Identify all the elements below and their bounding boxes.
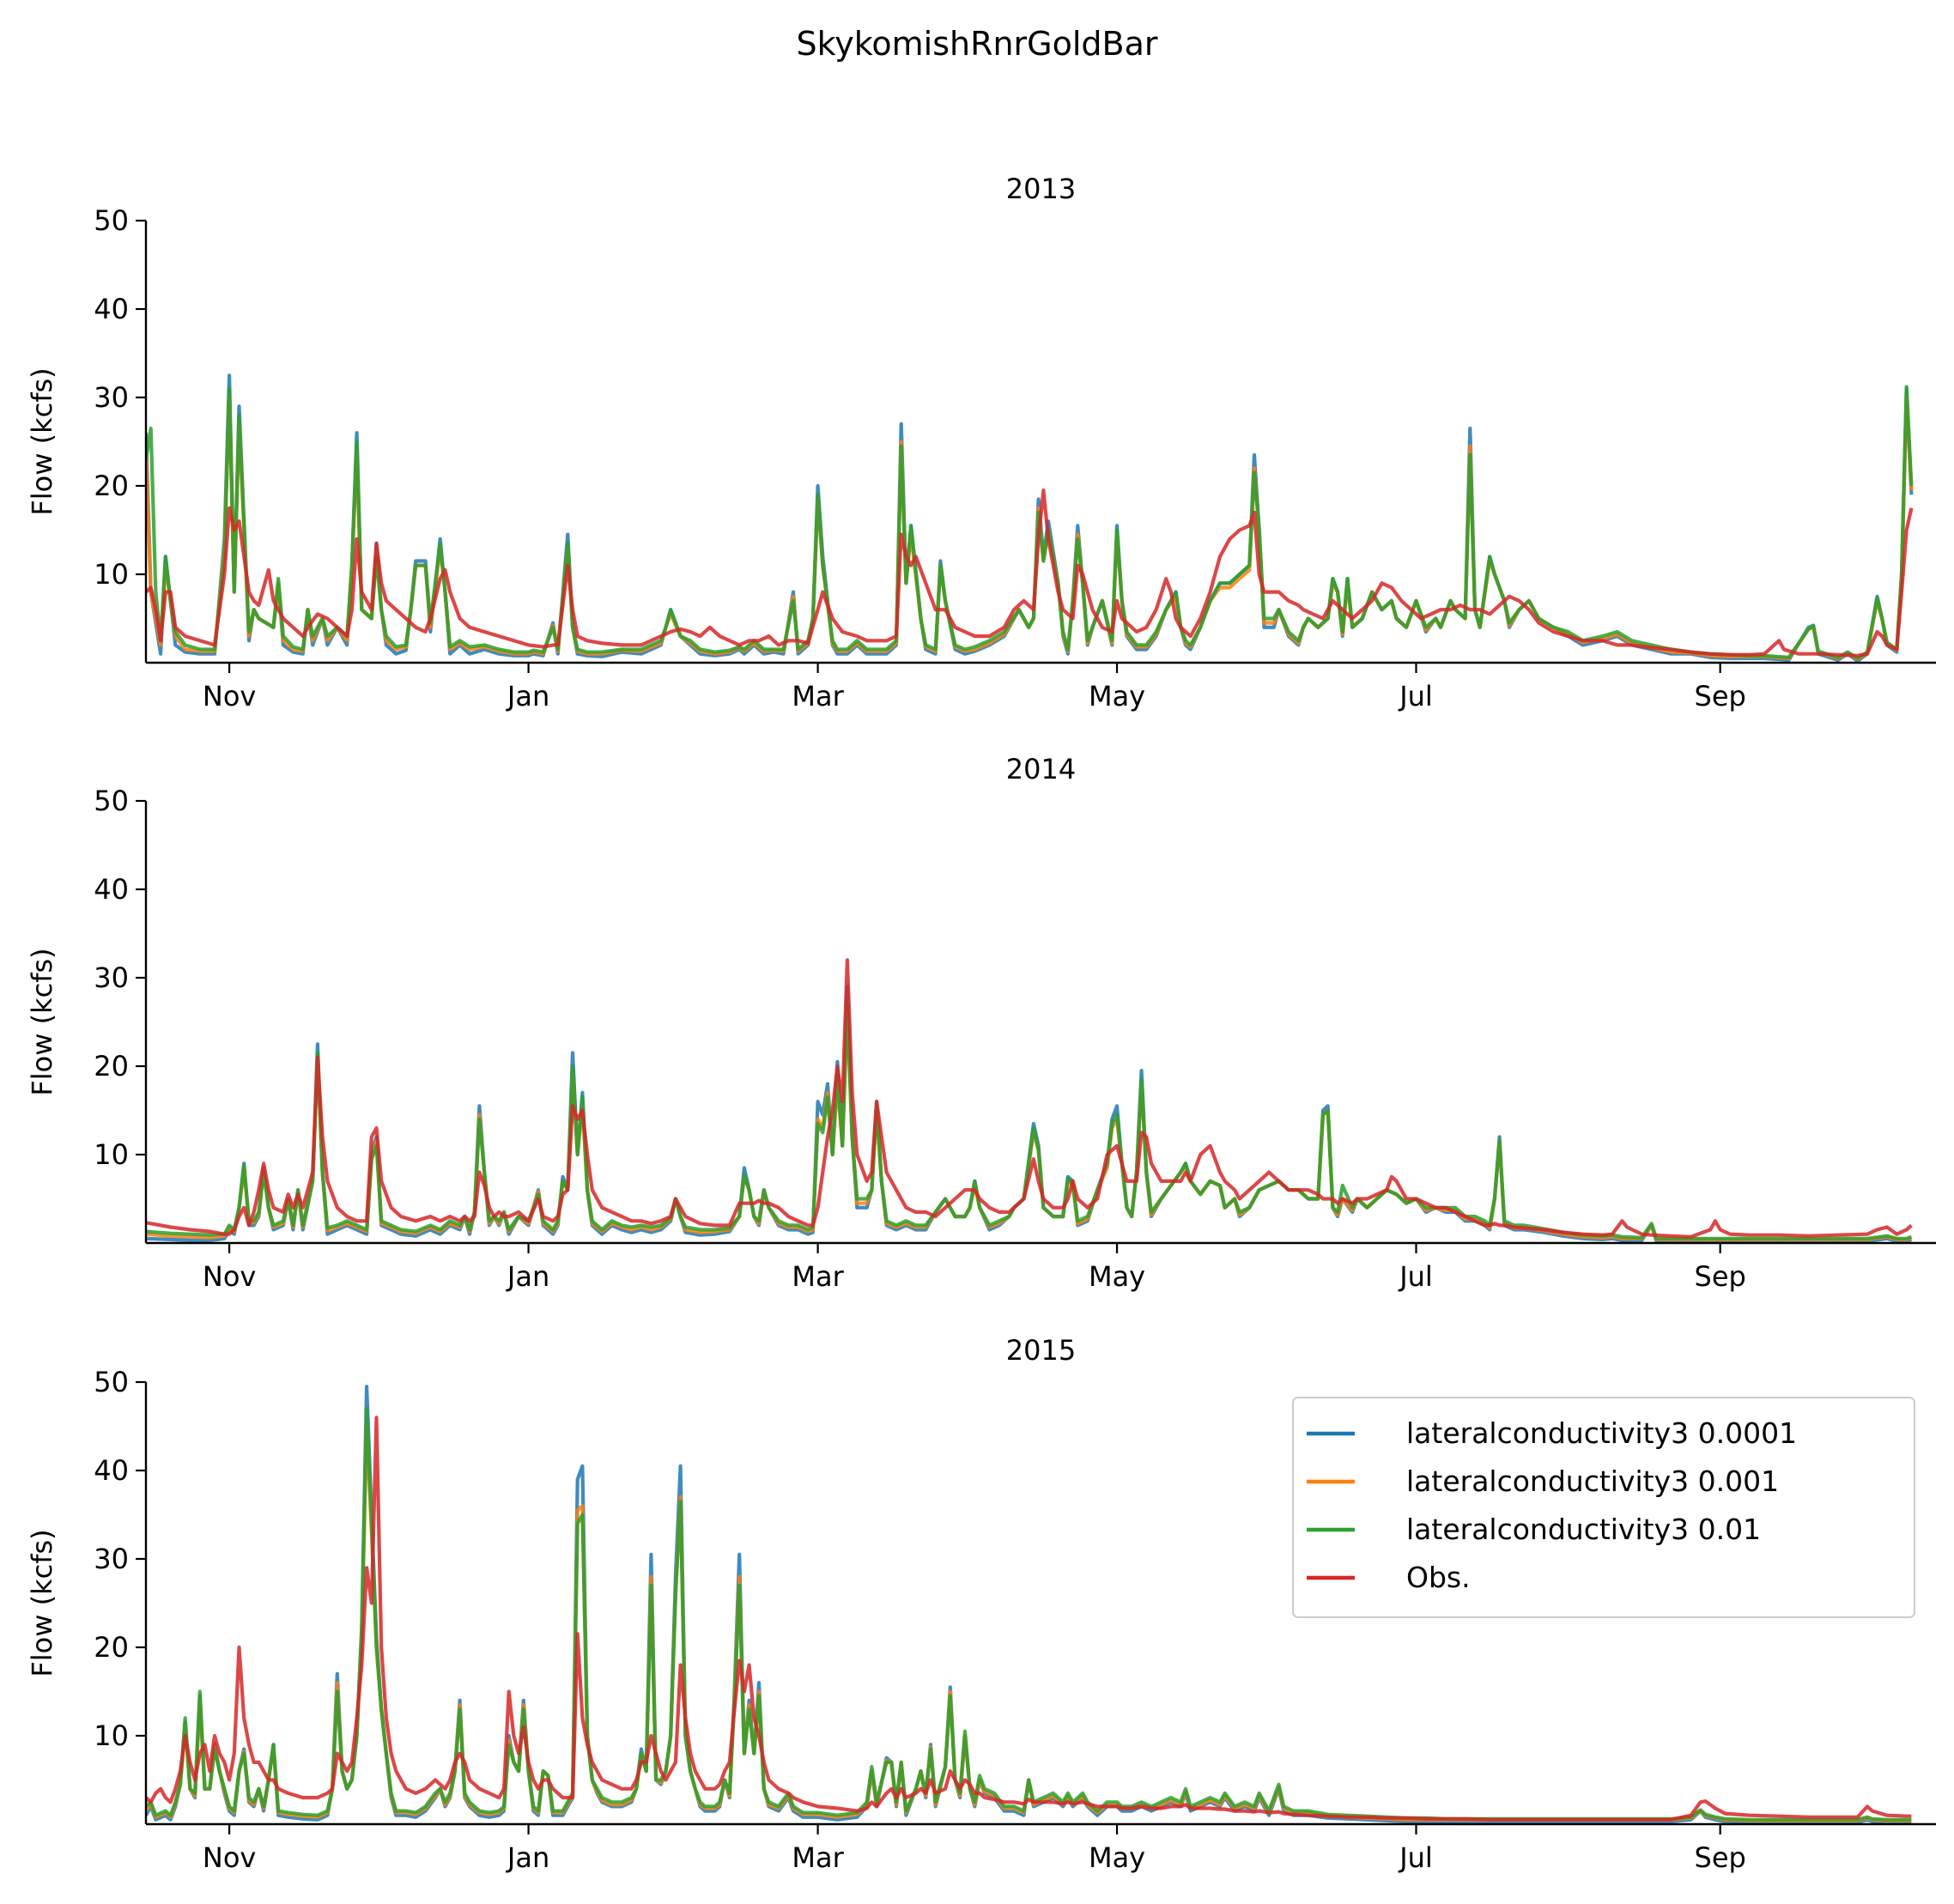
panels: 2013 Flow (kcfs) 10 20 30 40 50 Nov Jan Mar May Jul… [26,173,1936,1874]
y-axis-label: Flow (kcfs) [26,948,58,1095]
figure-suptitle: SkykomishRnrGoldBar [796,25,1157,63]
x-tick-label: May [1089,680,1145,712]
x-tick-label: Mar [792,1260,844,1293]
y-tick-label: 10 [94,558,129,591]
x-tick-label: May [1089,1260,1145,1293]
series-line-obs [146,958,1913,1239]
x-tick-label: Sep [1695,1260,1746,1293]
panel-title: 2014 [1006,753,1076,785]
y-tick-label: 50 [94,204,129,237]
x-tick-label: Jul [1398,1260,1433,1293]
legend: lateralconductivity3 0.0001 lateralconduc… [1292,1397,1915,1618]
y-tick-label: 40 [94,873,129,906]
x-tick-label: May [1089,1841,1145,1874]
x-tick-label: Sep [1695,1841,1746,1874]
y-tick-label: 10 [94,1138,129,1171]
series-lines [146,373,1914,663]
y-tick-label: 30 [94,381,129,414]
y-tick-label: 40 [94,1454,129,1487]
legend-entry-label: lateralconductivity3 0.01 [1406,1513,1761,1546]
x-tick-label: Jan [506,1841,549,1874]
x-tick-label: Nov [203,680,256,712]
y-axis-label: Flow (kcfs) [26,1529,58,1677]
y-tick-label: 20 [94,470,129,502]
x-tick-label: Jan [506,1260,549,1293]
legend-box [1292,1397,1915,1618]
legend-entry-label: lateralconductivity3 0.001 [1406,1464,1779,1498]
y-tick-label: 50 [94,1366,129,1398]
y-axis-label: Flow (kcfs) [26,367,58,515]
panel-2013: 2013 Flow (kcfs) 10 20 30 40 50 Nov Jan Mar May Jul… [26,173,1936,712]
x-tick-label: Sep [1695,680,1746,712]
y-tick-label: 40 [94,293,129,325]
series-line-obs [146,1416,1912,1822]
legend-entry-label: Obs. [1406,1561,1471,1594]
x-tick-label: Mar [792,1841,844,1874]
panel-title: 2013 [1006,173,1076,205]
series-lines [146,958,1913,1243]
x-tick-label: Mar [792,680,844,712]
panel-2014: 2014 Flow (kcfs) 10 20 30 40 50 Nov Jan Mar May Jul… [26,753,1936,1293]
series-line-obs [146,488,1914,658]
x-tick-label: Jan [506,680,549,712]
x-tick-label: Nov [203,1841,256,1874]
panel-title: 2015 [1006,1334,1076,1367]
y-tick-label: 50 [94,785,129,817]
y-tick-label: 30 [94,961,129,994]
y-tick-label: 30 [94,1543,129,1575]
y-tick-label: 10 [94,1719,129,1752]
y-tick-label: 20 [94,1631,129,1664]
legend-entry-label: lateralconductivity3 0.0001 [1406,1416,1797,1450]
series-line-c01 [146,385,1914,660]
x-tick-label: Nov [203,1260,256,1293]
x-tick-label: Jul [1398,1841,1433,1874]
y-tick-label: 20 [94,1050,129,1082]
x-tick-label: Jul [1398,680,1433,712]
series-lines [146,1385,1912,1824]
panel-2015: 2015 Flow (kcfs) 10 20 30 40 50 Nov Jan Mar May Jul… [26,1334,1936,1874]
